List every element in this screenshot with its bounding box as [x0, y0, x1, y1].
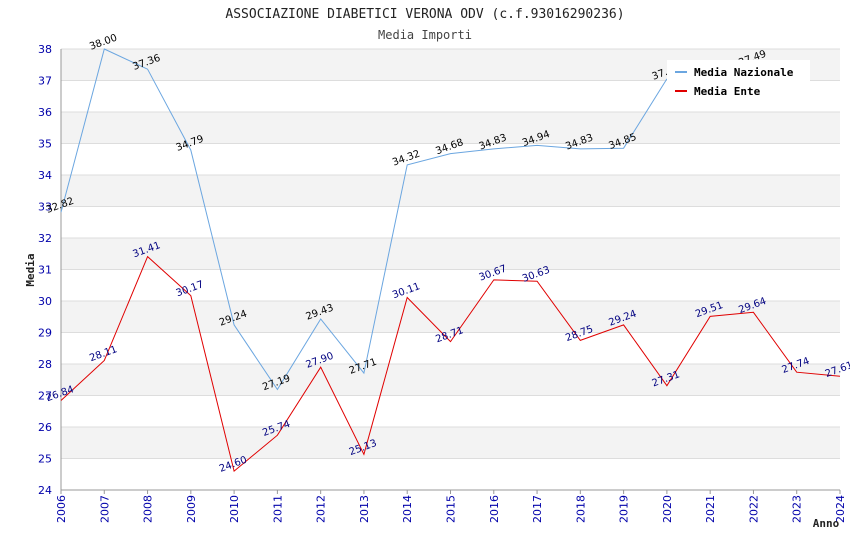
grid-lines	[61, 48, 840, 491]
y-tick-label: 37	[38, 75, 52, 88]
x-tick-label: 2014	[401, 495, 414, 523]
grid-band	[61, 332, 840, 364]
x-tick-label: 2018	[574, 495, 587, 523]
y-axis-title: Media	[24, 253, 37, 286]
grid-band	[61, 458, 840, 490]
x-tick-label: 2012	[315, 495, 328, 523]
x-tick-label: 2017	[531, 495, 544, 523]
y-tick-label: 31	[38, 264, 52, 277]
y-tick-label: 32	[38, 232, 52, 245]
y-tick-label: 29	[38, 327, 52, 340]
legend-box	[667, 60, 810, 100]
y-tick-label: 38	[38, 43, 52, 56]
chart-title: ASSOCIAZIONE DIABETICI VERONA ODV (c.f.9…	[225, 7, 624, 22]
grid-bands	[61, 49, 840, 490]
y-tick-label: 28	[38, 358, 52, 371]
x-tick-labels: 2006 2007 2008 2009 2010 2011 2012 2013 2014 2015…	[55, 490, 847, 523]
y-tick-label: 36	[38, 106, 52, 119]
grid-band	[61, 301, 840, 333]
x-tick-label: 2019	[618, 495, 631, 523]
y-tick-label: 25	[38, 453, 52, 466]
x-tick-label: 2010	[228, 495, 241, 523]
x-tick-label: 2024	[834, 495, 847, 523]
y-tick-label: 30	[38, 295, 52, 308]
x-tick-label: 2008	[142, 495, 155, 523]
grid-band	[61, 427, 840, 459]
y-tick-label: 33	[38, 201, 52, 214]
x-tick-label: 2021	[704, 495, 717, 523]
x-tick-label: 2022	[747, 495, 760, 523]
series-line-media-ente	[60, 255, 841, 472]
x-tick-label: 2015	[445, 495, 458, 523]
y-tick-labels: 24 25 26 27 28 29 30 31 32 33 34 35 36 37 38	[38, 43, 52, 497]
grid-band	[61, 395, 840, 427]
y-tick-label: 27	[38, 390, 52, 403]
x-tick-label: 2009	[185, 495, 198, 523]
x-tick-label: 2016	[488, 495, 501, 523]
series-lines	[60, 49, 841, 472]
grid-band	[61, 112, 840, 144]
grid-band	[61, 364, 840, 396]
x-tick-label: 2023	[791, 495, 804, 523]
grid-band	[61, 175, 840, 207]
grid-band	[61, 206, 840, 238]
legend-label: Media Nazionale	[694, 66, 794, 79]
y-tick-label: 35	[38, 138, 52, 151]
grid-band	[61, 143, 840, 175]
x-tick-label: 2006	[55, 495, 68, 523]
grid-band	[61, 238, 840, 270]
y-tick-label: 34	[38, 169, 52, 182]
x-tick-label: 2020	[661, 495, 674, 523]
legend: Media Nazionale Media Ente	[667, 60, 810, 100]
legend-label: Media Ente	[694, 85, 761, 98]
x-tick-label: 2007	[98, 495, 111, 523]
x-axis-title: Anno	[813, 517, 840, 530]
x-tick-label: 2013	[358, 495, 371, 523]
chart-subtitle: Media Importi	[378, 28, 472, 42]
y-tick-label: 24	[38, 484, 52, 497]
y-tick-label: 26	[38, 421, 52, 434]
x-tick-label: 2011	[271, 495, 284, 523]
